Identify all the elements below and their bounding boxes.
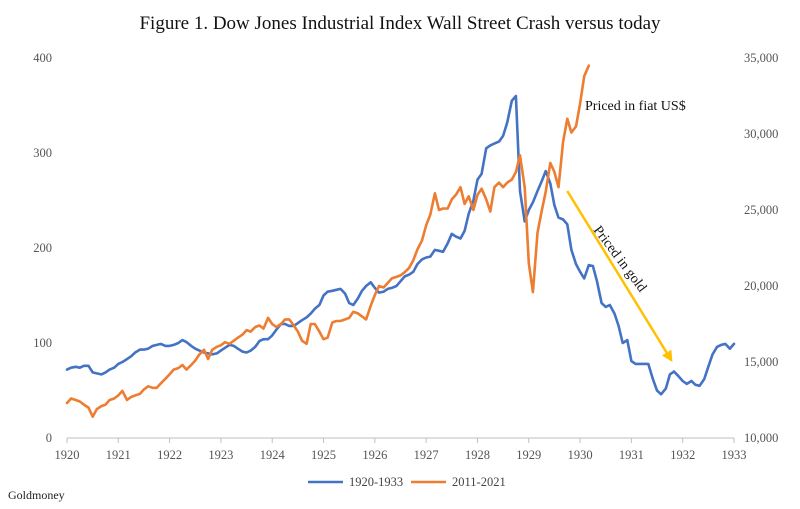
legend-label-2011-2021: 2011-2021	[452, 475, 506, 489]
y-left-tick-label: 100	[33, 336, 52, 350]
x-tick-label: 1931	[619, 448, 644, 462]
y-left-tick-label: 0	[46, 431, 52, 445]
series-line-2011-2021	[65, 64, 591, 419]
x-tick-label: 1927	[414, 448, 439, 462]
x-tick-label: 1922	[157, 448, 182, 462]
x-tick-label: 1928	[465, 448, 490, 462]
x-tick-label: 1925	[311, 448, 336, 462]
annotations: Priced in fiat US$ Priced in gold	[566, 99, 686, 362]
y-left-tick-label: 200	[33, 241, 52, 255]
x-tick-label: 1923	[208, 448, 233, 462]
y-axis-left: 0 100 200 300 400	[33, 51, 52, 445]
y-left-tick-label: 300	[33, 146, 52, 160]
gold-trend-arrow	[566, 190, 668, 354]
x-axis: 1920 1921 1922 1923 1924 1925 1926 1927 1928 1929…	[55, 438, 747, 462]
annotation-fiat: Priced in fiat US$	[585, 99, 686, 114]
legend: 1920-1933 2011-2021	[308, 475, 506, 489]
legend-label-1920-1933: 1920-1933	[349, 475, 403, 489]
y-right-tick-label: 35,000	[744, 51, 778, 65]
y-right-tick-label: 25,000	[744, 203, 778, 217]
x-tick-label: 1921	[106, 448, 131, 462]
y-axis-right: 10,000 15,000 20,000 25,000 30,000 35,000	[744, 51, 778, 445]
y-right-tick-label: 15,000	[744, 355, 778, 369]
x-tick-label: 1932	[670, 448, 695, 462]
x-tick-label: 1933	[722, 448, 747, 462]
y-right-tick-label: 10,000	[744, 431, 778, 445]
y-right-tick-label: 20,000	[744, 279, 778, 293]
x-tick-label: 1926	[362, 448, 387, 462]
x-tick-label: 1920	[55, 448, 80, 462]
source-label: Goldmoney	[8, 488, 65, 502]
y-left-tick-label: 400	[33, 51, 52, 65]
x-tick-label: 1924	[260, 448, 286, 462]
chart-title: Figure 1. Dow Jones Industrial Index Wal…	[139, 13, 661, 34]
series-line-1920-1933	[65, 94, 736, 396]
x-tick-label: 1930	[568, 448, 593, 462]
y-right-tick-label: 30,000	[744, 127, 778, 141]
gold-trend-arrowhead	[661, 349, 673, 362]
plot-area	[65, 64, 736, 419]
x-tick-label: 1929	[516, 448, 541, 462]
